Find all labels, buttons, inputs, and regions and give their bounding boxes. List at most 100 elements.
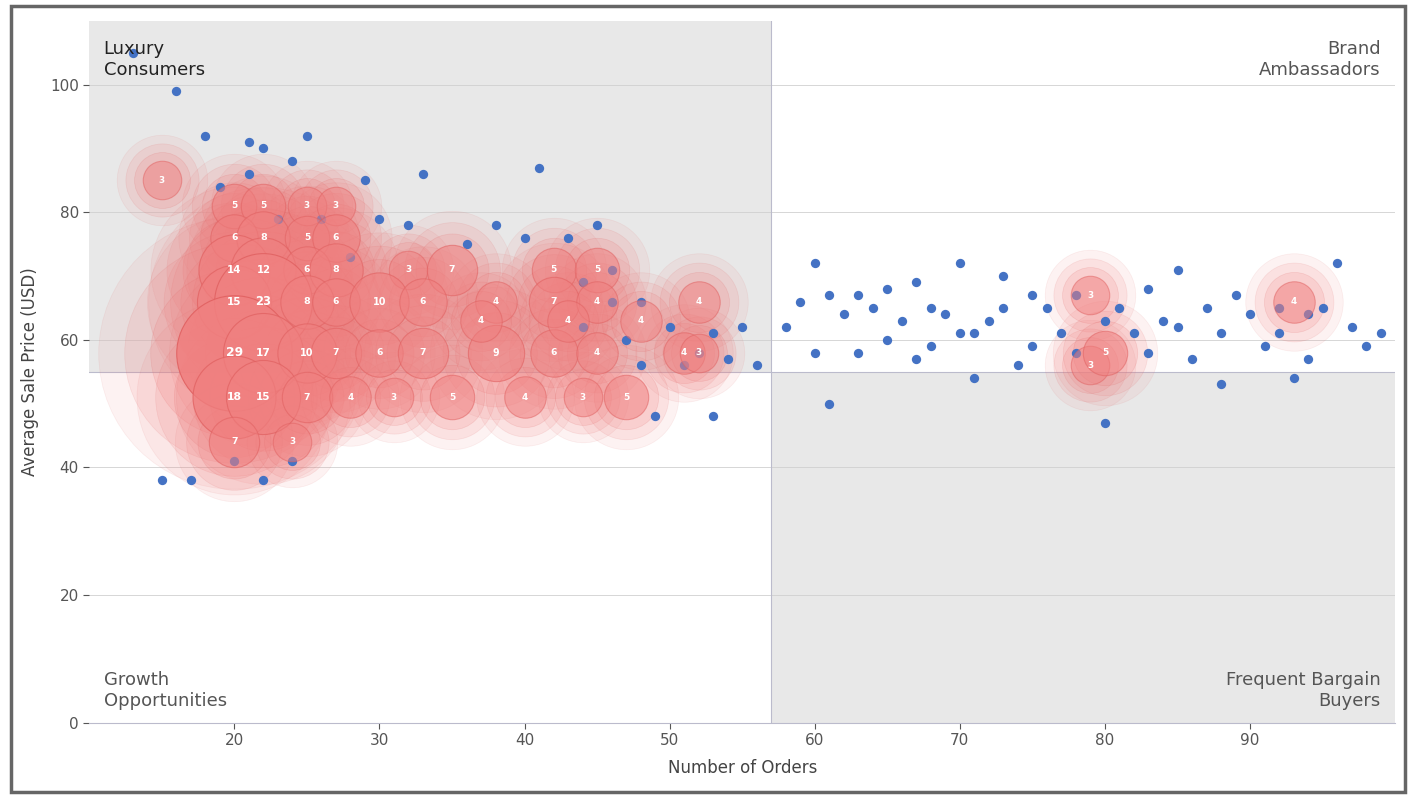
Point [222, 263, 245, 276]
Text: 4: 4 [593, 297, 600, 306]
Text: 6: 6 [333, 297, 338, 306]
Point [861, 302, 884, 314]
Point [150, 174, 173, 187]
Point [484, 346, 507, 359]
Point [368, 295, 391, 308]
Point [222, 231, 245, 244]
Text: 3: 3 [1087, 290, 1093, 300]
Text: 29: 29 [225, 346, 244, 359]
Point [586, 295, 609, 308]
Point [324, 295, 347, 308]
Point [586, 295, 609, 308]
Point [440, 263, 463, 276]
Point [818, 289, 841, 302]
Point [963, 372, 986, 385]
Point [1283, 295, 1306, 308]
Point [222, 200, 245, 212]
Point [1137, 346, 1160, 359]
Point [180, 474, 202, 487]
Text: 3: 3 [1087, 361, 1093, 369]
Point [484, 295, 507, 308]
Point [382, 391, 405, 404]
Point [252, 391, 275, 404]
Text: 5: 5 [623, 393, 629, 401]
Point [1109, 302, 1131, 314]
Point [1035, 302, 1058, 314]
Text: 8: 8 [303, 297, 310, 306]
Point [324, 200, 347, 212]
Point [513, 391, 535, 404]
Point [280, 455, 303, 468]
Point [586, 295, 609, 308]
Text: 6: 6 [551, 348, 556, 357]
Point [1079, 289, 1102, 302]
Point [586, 263, 609, 276]
Point [1079, 359, 1102, 372]
Point [542, 263, 565, 276]
Point [470, 314, 493, 327]
Point [484, 346, 507, 359]
Point [296, 263, 319, 276]
Point [368, 295, 391, 308]
Point [1093, 417, 1116, 429]
Point [629, 314, 651, 327]
Point [296, 231, 319, 244]
Point [1137, 282, 1160, 295]
Point [324, 231, 347, 244]
Point [919, 302, 942, 314]
Point [324, 346, 347, 359]
Point [252, 231, 275, 244]
Point [412, 346, 435, 359]
Point [847, 289, 869, 302]
Point [252, 295, 275, 308]
Point [1283, 295, 1306, 308]
Point [556, 231, 579, 244]
Point [222, 295, 245, 308]
Point [166, 85, 188, 97]
Text: 3: 3 [289, 437, 296, 446]
Point [368, 346, 391, 359]
Point [586, 219, 609, 231]
Point [905, 276, 927, 289]
Point [354, 174, 377, 187]
Point [296, 263, 319, 276]
Point [296, 200, 319, 212]
Point [150, 174, 173, 187]
Point [338, 251, 361, 263]
Point [629, 295, 651, 308]
Text: 3: 3 [333, 201, 338, 211]
Point [222, 391, 245, 404]
Point [1079, 359, 1102, 372]
Point [222, 346, 245, 359]
Point [150, 174, 173, 187]
Text: 4: 4 [1290, 297, 1297, 306]
Point [324, 200, 347, 212]
Point [296, 346, 319, 359]
Point [455, 238, 477, 251]
Point [222, 346, 245, 359]
Point [222, 295, 245, 308]
Point [775, 321, 797, 334]
Point [687, 346, 709, 359]
Point [252, 346, 275, 359]
Point [324, 200, 347, 212]
Point [440, 263, 463, 276]
Point [440, 263, 463, 276]
Text: Frequent Bargain
Buyers: Frequent Bargain Buyers [1226, 671, 1381, 710]
Point [542, 263, 565, 276]
Text: 4: 4 [681, 348, 687, 357]
Point [571, 391, 593, 404]
Point [586, 346, 609, 359]
Point [368, 295, 391, 308]
Point [1079, 289, 1102, 302]
Point [513, 231, 535, 244]
Point [1007, 359, 1029, 372]
Point [222, 263, 245, 276]
Text: 4: 4 [347, 393, 354, 401]
Point [484, 346, 507, 359]
Point [542, 346, 565, 359]
Point [818, 397, 841, 410]
Text: 15: 15 [256, 393, 270, 402]
Text: 7: 7 [551, 297, 556, 306]
Point [484, 219, 507, 231]
